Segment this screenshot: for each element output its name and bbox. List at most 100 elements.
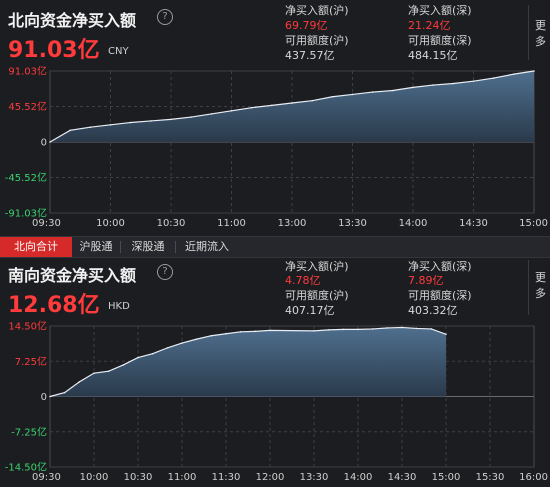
- data-point: [311, 99, 313, 102]
- x-tick-label: 16:00: [519, 472, 548, 483]
- data-point: [357, 328, 359, 331]
- data-point: [250, 106, 253, 109]
- y-tick-label: 0: [41, 392, 47, 403]
- help-icon[interactable]: ?: [157, 9, 173, 25]
- north-hu-value: 69.79亿: [285, 19, 328, 32]
- north-more-button[interactable]: 更多: [535, 19, 546, 48]
- y-tick-label: -14.50亿: [5, 461, 47, 474]
- tab-bar: 北向合计 沪股通 深股通 近期流入: [0, 236, 550, 258]
- north-shen-value: 21.24亿: [408, 19, 451, 32]
- south-hu-value: 4.78亿: [285, 274, 321, 287]
- north-title: 北向资金净买入额: [8, 11, 137, 30]
- north-shen-label: 净买入额(深): [408, 4, 472, 17]
- data-point: [386, 327, 389, 329]
- help-icon[interactable]: ?: [157, 264, 173, 280]
- tab-separator: [175, 241, 176, 253]
- data-point: [69, 129, 71, 132]
- north-hu-quota: 437.57亿: [285, 49, 335, 62]
- north-shen-quota: 484.15亿: [408, 49, 458, 62]
- series-area: [50, 71, 534, 142]
- x-tick-label: 15:00: [519, 218, 548, 229]
- data-point: [195, 338, 198, 340]
- data-point: [109, 124, 112, 126]
- data-point: [89, 126, 92, 128]
- x-tick-label: 15:00: [432, 472, 461, 483]
- south-shen-quota: 403.32亿: [408, 304, 458, 317]
- south-title: 南向资金净买入额: [8, 266, 137, 285]
- x-tick-label: 10:00: [96, 218, 125, 229]
- tab-hgt[interactable]: 沪股通: [79, 240, 113, 253]
- x-tick-label: 10:30: [124, 472, 153, 483]
- data-point: [452, 82, 455, 85]
- data-point: [254, 330, 257, 333]
- data-point: [78, 381, 81, 383]
- x-tick-label: 09:30: [32, 472, 61, 483]
- data-point: [170, 118, 172, 121]
- x-tick-label: 12:00: [256, 472, 285, 483]
- south-more-button[interactable]: 更多: [535, 271, 546, 300]
- data-point: [492, 77, 495, 79]
- data-point: [181, 342, 183, 344]
- data-point: [150, 120, 152, 122]
- y-tick-label: -91.03亿: [5, 207, 47, 220]
- south-divider: [528, 260, 529, 315]
- data-point: [513, 73, 515, 75]
- data-point: [230, 110, 233, 112]
- data-point: [190, 116, 192, 118]
- data-point: [63, 391, 66, 394]
- data-point: [445, 333, 447, 336]
- data-point: [313, 330, 315, 332]
- x-tick-label: 11:00: [217, 218, 246, 229]
- x-tick-label: 15:30: [476, 472, 505, 483]
- y-tick-label: 7.25亿: [15, 355, 47, 368]
- series-area: [50, 327, 446, 397]
- data-point: [412, 86, 414, 89]
- data-point: [166, 347, 169, 349]
- data-point: [415, 327, 418, 330]
- data-point: [269, 329, 271, 332]
- north-net-value: 91.03亿: [8, 38, 100, 63]
- data-point: [401, 326, 403, 329]
- data-point: [129, 121, 132, 124]
- south-hu-quota: 407.17亿: [285, 304, 335, 317]
- x-tick-label: 14:00: [399, 218, 428, 229]
- data-point: [225, 332, 227, 335]
- x-tick-label: 13:30: [338, 218, 367, 229]
- north-shen-quota-label: 可用额度(深): [408, 34, 472, 47]
- y-tick-label: 0: [41, 138, 47, 149]
- data-point: [351, 93, 354, 96]
- y-tick-label: 14.50亿: [8, 320, 47, 333]
- x-tick-label: 13:00: [278, 218, 307, 229]
- north-hu-label: 净买入额(沪): [285, 4, 349, 17]
- data-point: [122, 364, 125, 366]
- south-hu-label: 净买入额(沪): [285, 260, 349, 273]
- data-point: [107, 370, 110, 373]
- data-point: [472, 80, 475, 82]
- data-point: [291, 102, 293, 104]
- x-tick-label: 10:00: [80, 472, 109, 483]
- south-net-value: 12.68亿: [8, 293, 100, 318]
- north-panel: 北向资金净买入额 ? 91.03亿 CNY 净买入额(沪) 69.79亿 可用额…: [0, 0, 550, 236]
- x-tick-label: 11:30: [212, 472, 241, 483]
- data-point: [137, 356, 139, 359]
- south-shen-value: 7.89亿: [408, 274, 444, 287]
- x-tick-label: 14:30: [459, 218, 488, 229]
- tab-sgt[interactable]: 深股通: [131, 240, 165, 253]
- y-tick-label: 91.03亿: [8, 65, 47, 78]
- x-tick-label: 14:00: [344, 472, 373, 483]
- y-tick-label: 45.52亿: [8, 100, 47, 113]
- series-line: [49, 326, 447, 398]
- data-point: [430, 328, 433, 330]
- data-point: [49, 141, 51, 143]
- x-tick-label: 13:30: [300, 472, 329, 483]
- south-panel: 南向资金净买入额 ? 12.68亿 HKD 净买入额(沪) 4.78亿 可用额度…: [0, 258, 550, 487]
- data-point: [392, 89, 394, 92]
- data-point: [342, 328, 345, 331]
- data-point: [239, 331, 242, 333]
- tab-north-total[interactable]: 北向合计: [0, 237, 72, 257]
- data-point: [371, 91, 374, 93]
- tab-recent-inflow[interactable]: 近期流入: [185, 240, 229, 253]
- south-shen-label: 净买入额(深): [408, 260, 472, 273]
